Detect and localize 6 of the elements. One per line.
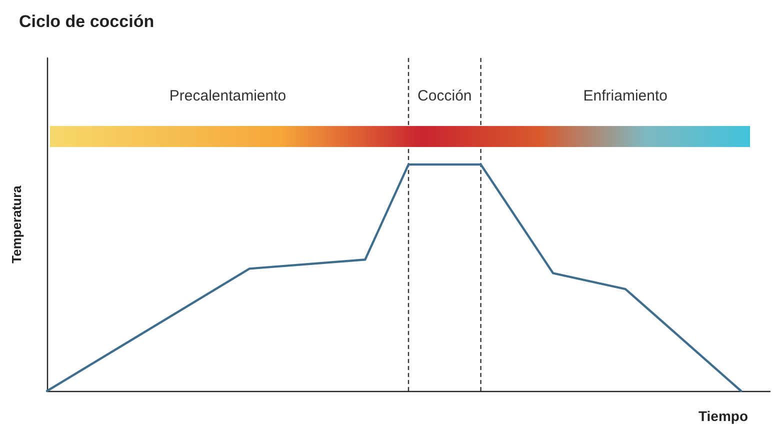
- text: Enfriamiento: [583, 88, 668, 104]
- x-axis-title: Tiempo: [698, 408, 748, 424]
- text: Precalentamiento: [169, 88, 286, 104]
- chart-title: Ciclo de cocción: [19, 12, 154, 31]
- y-axis-title: Temperatura: [9, 184, 24, 264]
- text: Cocción: [418, 88, 472, 104]
